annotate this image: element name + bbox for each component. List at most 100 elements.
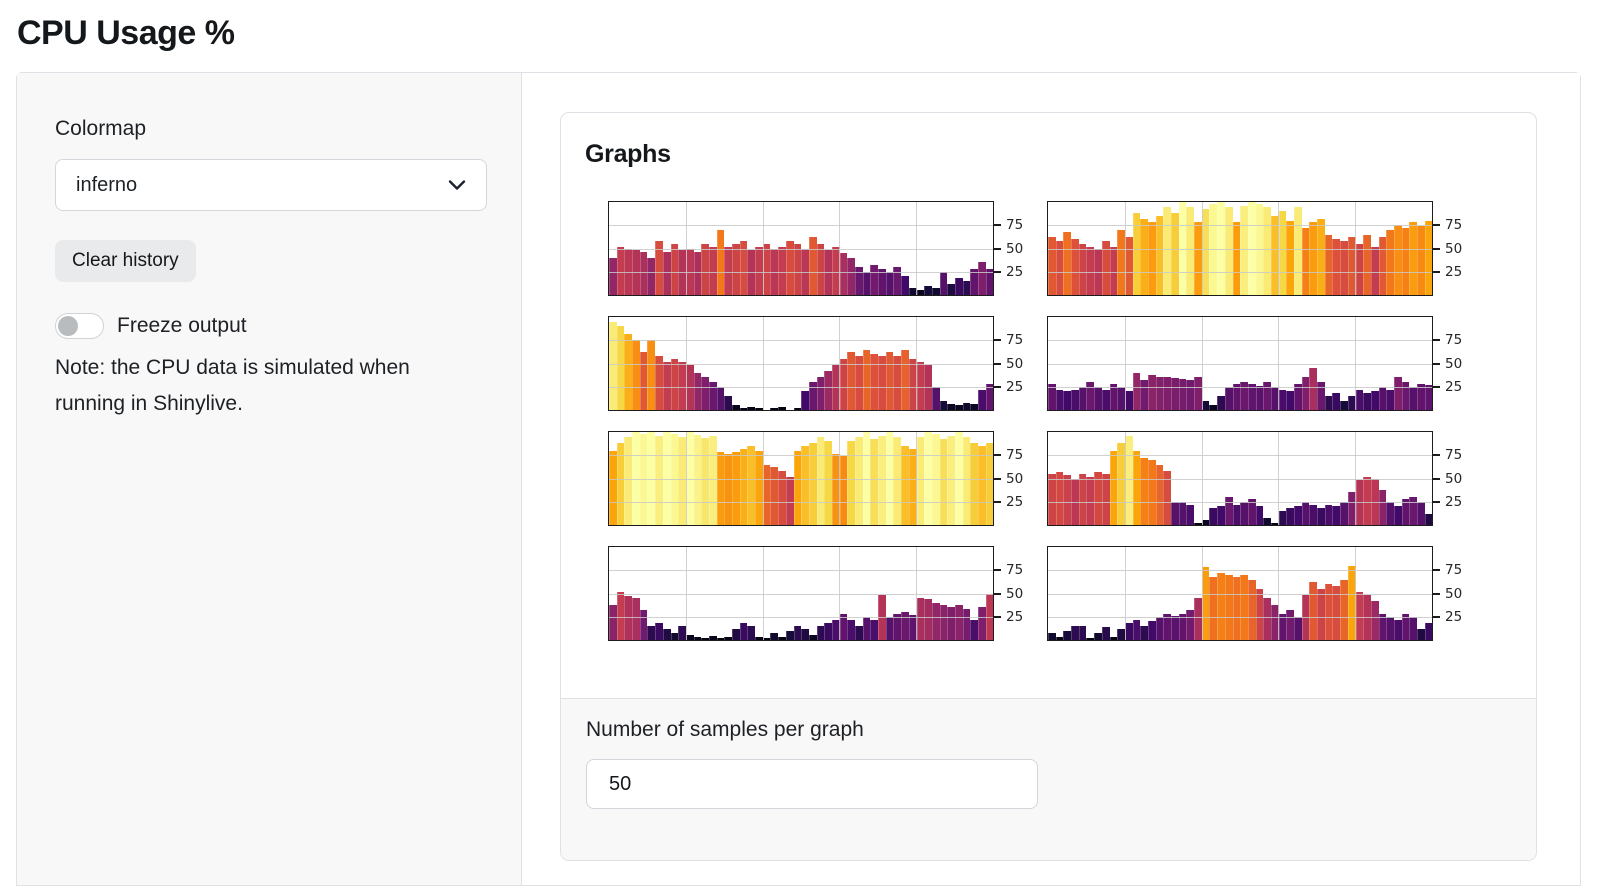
bar <box>1078 626 1087 640</box>
cpu-graph-6: 25 50 75 <box>1047 431 1486 526</box>
colormap-select[interactable]: inferno <box>55 159 487 211</box>
bar <box>1240 205 1248 295</box>
bar <box>1393 225 1402 295</box>
freeze-toggle-label: Freeze output <box>117 314 247 337</box>
bar <box>778 637 786 640</box>
bar <box>1194 222 1202 295</box>
bar <box>1171 501 1179 525</box>
cpu-graph-3-yaxis: 25 50 75 <box>994 316 1047 411</box>
bar <box>1048 632 1056 640</box>
bar <box>1409 222 1417 295</box>
bar <box>1186 610 1195 640</box>
tick-mark <box>994 453 1001 456</box>
bar <box>824 623 832 640</box>
bar <box>1232 576 1241 640</box>
bar <box>1132 619 1141 640</box>
bar <box>916 436 925 525</box>
cpu-graph-4-yaxis: 25 50 75 <box>1433 316 1486 411</box>
bar <box>1055 637 1064 640</box>
bar <box>1255 385 1264 410</box>
tick-mark <box>1433 568 1440 571</box>
bar <box>1355 480 1364 525</box>
bar <box>739 623 748 640</box>
bar <box>1217 396 1225 410</box>
bar <box>862 271 871 295</box>
tick-mark <box>994 247 1001 250</box>
bar <box>801 248 809 295</box>
bar <box>1278 613 1287 640</box>
tick-label: 75 <box>1445 561 1463 578</box>
main-panel: Graphs 25 50 75 25 50 75 25 50 75 25 50 75 25 50 75 25 5… <box>522 73 1580 885</box>
bar <box>647 432 656 525</box>
bar <box>1124 435 1133 525</box>
bar <box>1332 393 1341 410</box>
bar <box>1186 206 1195 295</box>
bar <box>839 253 848 295</box>
bar <box>724 637 732 640</box>
bar <box>693 372 702 410</box>
bar <box>970 404 978 410</box>
cpu-graph-8: 25 50 75 <box>1047 546 1486 641</box>
bar <box>1194 377 1202 410</box>
bar <box>739 408 748 410</box>
bar <box>1147 374 1156 410</box>
bar <box>1086 382 1095 410</box>
bar <box>1401 228 1410 295</box>
bar <box>1347 565 1356 640</box>
bar <box>1286 508 1294 525</box>
bar <box>616 443 625 525</box>
cpu-graph-3: 25 50 75 <box>608 316 1047 411</box>
bar <box>1417 226 1425 295</box>
bar <box>1109 637 1118 640</box>
bar <box>732 628 740 640</box>
bar <box>870 619 879 640</box>
bar <box>1124 391 1133 410</box>
bar <box>1194 598 1202 640</box>
graphs-card-title: Graphs <box>585 140 671 168</box>
bar <box>801 445 809 525</box>
bar <box>609 604 617 640</box>
bar <box>1247 383 1256 410</box>
bar <box>1317 588 1325 640</box>
bar <box>670 243 679 295</box>
bar <box>693 637 702 640</box>
tick-label: 75 <box>1445 331 1463 348</box>
bar <box>862 616 871 640</box>
tick-label: 50 <box>1006 470 1024 487</box>
bar <box>685 365 694 410</box>
clear-history-button[interactable]: Clear history <box>55 240 196 282</box>
bar <box>1393 506 1402 525</box>
tick-label: 50 <box>1445 470 1463 487</box>
colormap-selected-value: inferno <box>76 173 138 196</box>
bar <box>778 471 786 525</box>
bar <box>924 599 932 640</box>
bar <box>939 400 948 410</box>
bar <box>855 436 863 525</box>
bar <box>1094 248 1102 295</box>
bar <box>855 356 863 410</box>
bar <box>655 241 663 295</box>
bar <box>762 243 771 295</box>
freeze-toggle[interactable] <box>55 313 104 339</box>
bar <box>624 596 633 640</box>
bar <box>1094 632 1102 640</box>
bar <box>801 391 809 410</box>
bar <box>716 638 725 640</box>
bar <box>1132 450 1141 525</box>
cpu-graph-3-plot <box>608 316 994 411</box>
bar <box>647 257 656 295</box>
bar <box>1132 372 1141 410</box>
bar <box>1247 498 1256 525</box>
samples-input[interactable] <box>586 759 1038 809</box>
bar <box>716 229 725 295</box>
bar <box>708 636 717 640</box>
cpu-graph-2: 25 50 75 <box>1047 201 1486 296</box>
bar <box>1294 506 1302 525</box>
bar <box>1409 497 1417 525</box>
bar <box>685 635 694 640</box>
tick-label: 50 <box>1445 355 1463 372</box>
bar <box>924 432 932 525</box>
bar <box>1286 610 1294 640</box>
tick-mark <box>994 477 1001 480</box>
bar <box>1332 586 1341 640</box>
